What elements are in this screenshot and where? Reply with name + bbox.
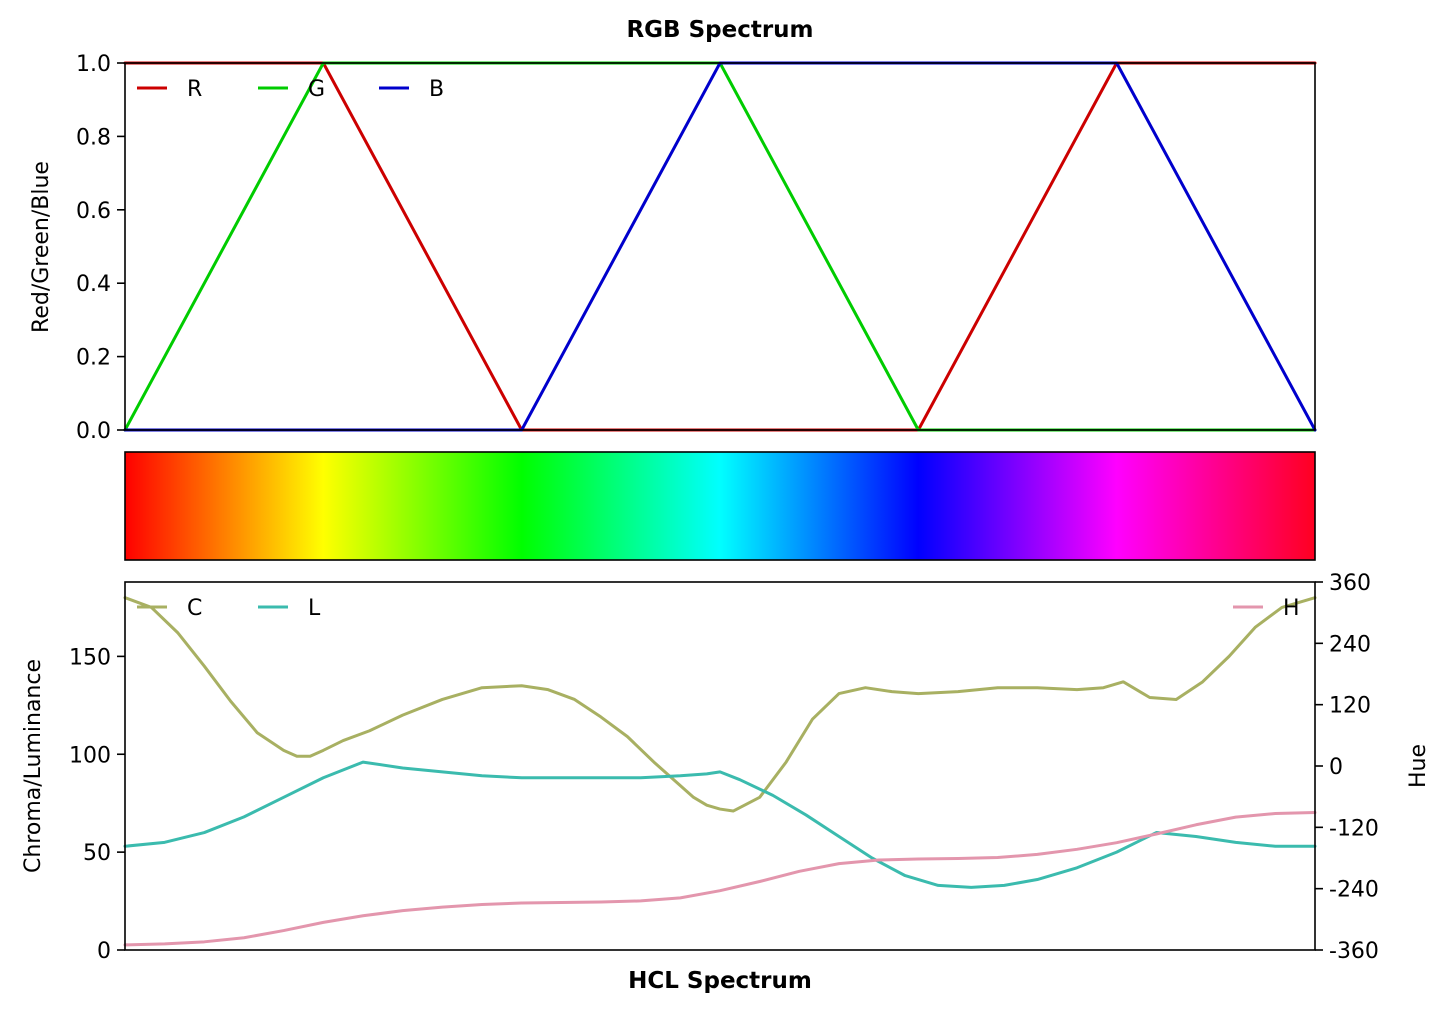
hcl-y-ticks: 0 50 100 150 (69, 645, 125, 964)
hcl-legend-label-h: H (1283, 596, 1300, 621)
hcl-series-lines (123, 596, 1317, 947)
hcl-y2-tick-label: -120 (1329, 816, 1379, 841)
hcl-y2-tick-label: -240 (1329, 878, 1379, 903)
rgb-legend-label-g: G (308, 77, 325, 102)
rgb-y-tick-label: 1.0 (76, 52, 111, 77)
hcl-series-l-line (123, 760, 1317, 889)
rgb-legend-label-b: B (429, 77, 444, 102)
rgb-y-tick-label: 0.0 (76, 419, 111, 444)
hcl-legend-label-c: C (187, 596, 202, 621)
rgb-panel: RGB Spectrum 0.0 0.2 0.4 0.6 0.8 1.0 Red/Gree… (29, 17, 1317, 444)
hcl-x-axis-label: HCL Spectrum (628, 968, 812, 994)
hcl-plot-frame (124, 581, 1316, 951)
rgb-plot-background (125, 63, 1315, 430)
rgb-y-ticks: 0.0 0.2 0.4 0.6 0.8 1.0 (76, 52, 125, 444)
hcl-y2-tick-label: 240 (1329, 632, 1371, 657)
hcl-y2-tick-label: 0 (1329, 755, 1343, 780)
hcl-y-tick-label: 150 (69, 645, 111, 670)
hcl-y2-tick-label: -360 (1329, 939, 1379, 964)
hcl-y-axis-label: Chroma/Luminance (21, 659, 46, 873)
hcl-panel: 0 50 100 150 -360 -240 -120 0 120 240 360 Chroma/… (21, 571, 1431, 994)
hcl-legend-right: H (1233, 596, 1300, 621)
rgb-y-tick-label: 0.8 (76, 125, 111, 150)
rgb-y-tick-label: 0.2 (76, 346, 111, 371)
spectrum-gradient-bar (124, 451, 1316, 561)
hcl-y-tick-label: 100 (69, 743, 111, 768)
hcl-y2-axis-label: Hue (1406, 744, 1431, 788)
rgb-plot-frame (124, 62, 1316, 431)
spectrum-colorbar (124, 451, 1316, 561)
hcl-series-c-line (123, 596, 1317, 813)
hcl-series-h-line (123, 811, 1317, 947)
hcl-y2-ticks: -360 -240 -120 0 120 240 360 (1315, 571, 1379, 964)
rgb-y-axis-label: Red/Green/Blue (29, 161, 54, 333)
hcl-plot-background (125, 582, 1315, 950)
rgb-y-tick-label: 0.6 (76, 199, 111, 224)
hcl-y-tick-label: 0 (97, 939, 111, 964)
hcl-y-tick-label: 50 (83, 841, 111, 866)
rgb-chart-title: RGB Spectrum (626, 17, 813, 43)
hcl-y2-tick-label: 120 (1329, 694, 1371, 719)
hcl-legend-label-l: L (308, 596, 321, 621)
rgb-legend-label-r: R (187, 77, 202, 102)
rgb-y-tick-label: 0.4 (76, 272, 111, 297)
hcl-y2-tick-label: 360 (1329, 571, 1371, 596)
